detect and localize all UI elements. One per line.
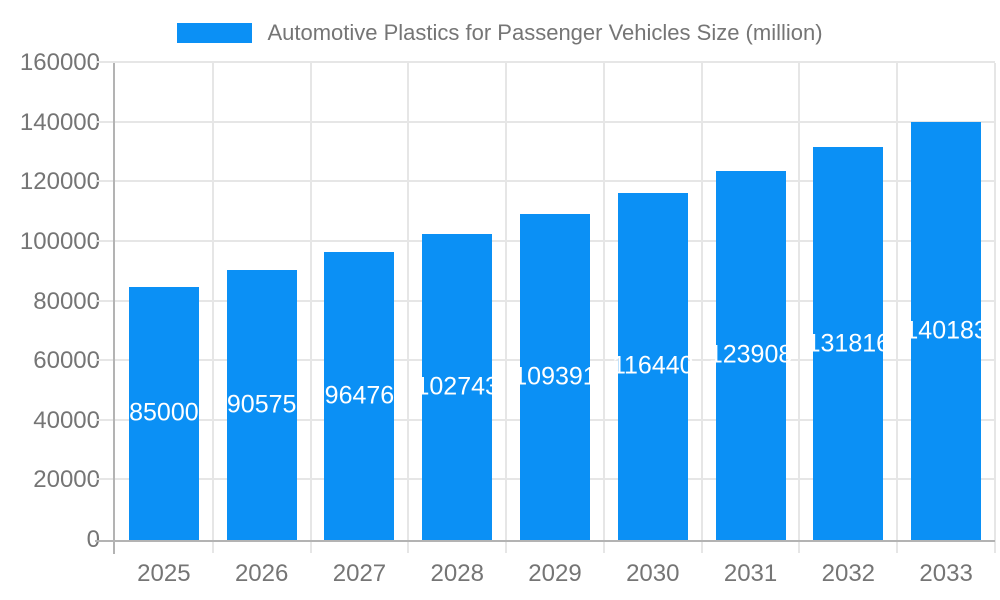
x-axis-label: 2027: [332, 560, 387, 587]
bar-value-label: 140183: [904, 316, 988, 345]
y-axis-label: 160000: [19, 49, 100, 76]
bar-2025[interactable]: 85000: [128, 286, 199, 540]
h-gridline: [97, 180, 995, 183]
x-axis-label: 2032: [821, 560, 876, 587]
x-axis-label: 2031: [723, 560, 778, 587]
y-axis: 0 20000 40000 60000 80000 100000 120000 140000 1…: [0, 51, 100, 552]
v-gridline: [896, 63, 899, 553]
bar-2030[interactable]: 116440: [612, 192, 694, 540]
x-axis: 2025 2026 2027 2028 2029 2030 2031 2032 2033: [115, 560, 995, 592]
bar-value-label: 85000: [129, 398, 199, 427]
y-axis-label: 120000: [19, 168, 100, 196]
v-gridline: [994, 63, 996, 553]
bar-2031[interactable]: 123908: [709, 170, 792, 540]
v-gridline: [211, 63, 214, 553]
bar-value-label: 102743: [415, 372, 499, 401]
y-axis-label: 0: [86, 526, 100, 553]
legend-label: Automotive Plastics for Passenger Vehicl…: [267, 20, 823, 45]
y-axis-label: 80000: [33, 287, 100, 315]
bar-2029[interactable]: 109391: [513, 213, 597, 540]
x-axis-label: 2033: [919, 560, 973, 587]
legend[interactable]: Automotive Plastics for Passenger Vehicl…: [0, 20, 1000, 45]
bar-2032[interactable]: 131816: [807, 147, 890, 540]
x-axis-label: 2025: [137, 560, 191, 587]
y-axis-label: 40000: [33, 406, 100, 434]
bar-value-label: 116440: [611, 351, 694, 380]
bar-value-label: 123908: [708, 340, 793, 369]
h-gridline: [97, 120, 995, 123]
v-gridline: [700, 63, 703, 553]
bar-2033[interactable]: 140183: [904, 122, 988, 540]
y-axis-label: 100000: [19, 227, 100, 255]
bar-value-label: 131816: [806, 329, 891, 358]
v-gridline: [407, 63, 410, 553]
y-axis-line: [113, 63, 115, 554]
bar-2027[interactable]: 96476: [324, 252, 395, 540]
bar-2028[interactable]: 102743: [416, 233, 499, 540]
y-axis-label: 60000: [33, 347, 100, 375]
v-gridline: [798, 63, 801, 553]
v-gridline: [602, 63, 605, 553]
x-axis-line: [95, 540, 995, 542]
bar-2026[interactable]: 90575: [226, 269, 297, 540]
y-axis-label: 140000: [19, 108, 100, 136]
bar-value-label: 90575: [226, 390, 297, 419]
h-gridline: [97, 61, 995, 63]
legend-swatch: [177, 23, 253, 43]
x-axis-label: 2028: [430, 560, 484, 587]
bar-value-label: 96476: [324, 381, 395, 410]
v-gridline: [309, 63, 312, 553]
plot-area: 85000 90575 96476 102743 109391 116440 123908 1…: [95, 61, 996, 554]
v-gridline: [505, 63, 508, 553]
y-axis-label: 20000: [33, 466, 100, 494]
x-axis-label: 2026: [234, 560, 289, 587]
x-axis-label: 2030: [626, 560, 680, 587]
bar-value-label: 109391: [513, 362, 597, 391]
x-axis-label: 2029: [528, 560, 582, 587]
